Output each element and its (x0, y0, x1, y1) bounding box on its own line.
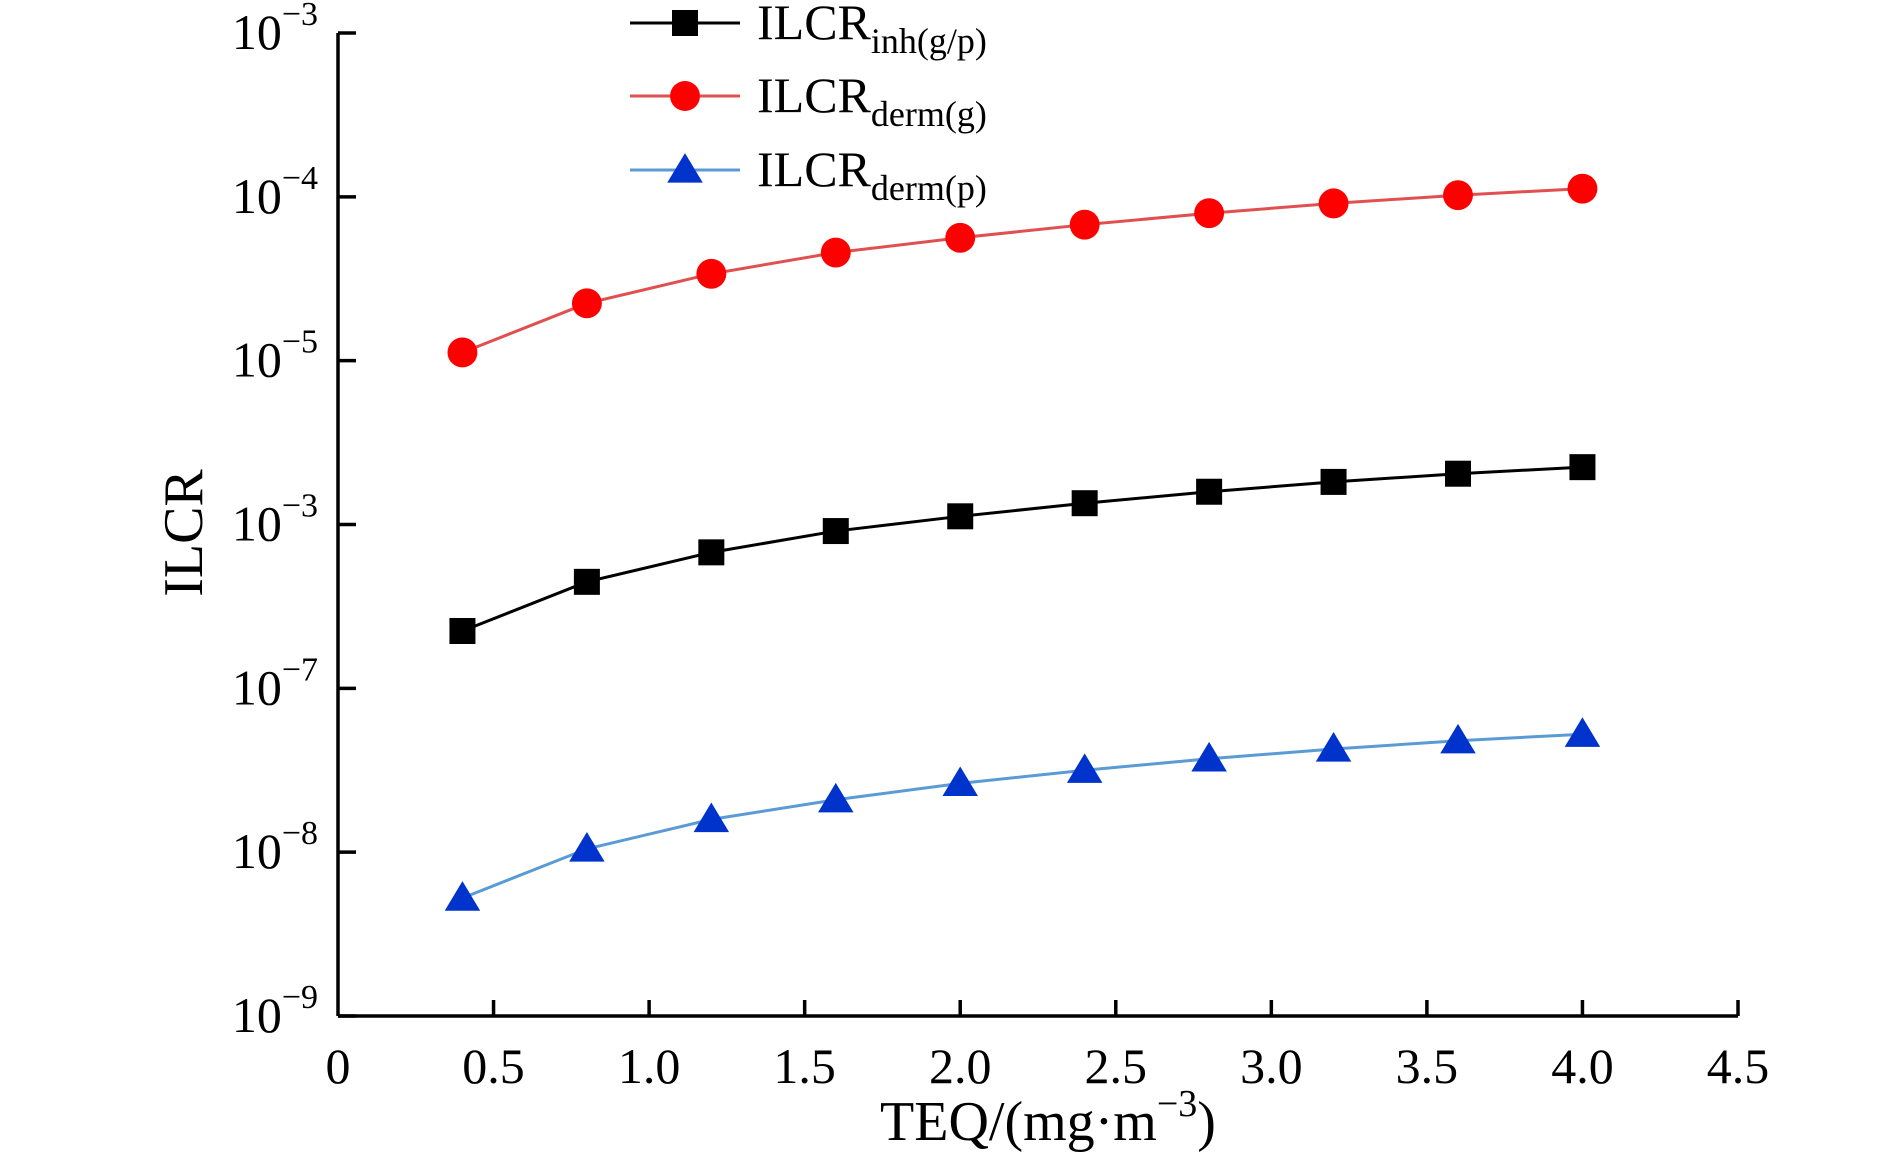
series-inh-g-p (449, 454, 1596, 644)
data-point (444, 881, 481, 911)
legend-item: ILCRderm(g) (630, 67, 987, 134)
data-point (1194, 198, 1225, 229)
data-point (1445, 460, 1471, 487)
x-tick-label: 1.5 (773, 1038, 836, 1094)
data-point (1320, 468, 1347, 495)
y-tick-label: 10−4 (232, 160, 318, 224)
data-point (569, 831, 605, 862)
series-line (461, 187, 1583, 354)
data-point (1069, 209, 1100, 240)
data-point (1066, 753, 1103, 783)
x-tick-label: 4.5 (1707, 1038, 1770, 1094)
data-point (1196, 478, 1223, 505)
axis-titles: TEQ/(mg·m−3) ILCR (153, 469, 1216, 1153)
data-point (696, 258, 727, 289)
series-derm-p (444, 717, 1601, 911)
data-point (693, 802, 730, 833)
data-point (698, 539, 725, 566)
series-layer (444, 173, 1601, 911)
x-tick-label: 0 (326, 1038, 351, 1094)
data-point (1191, 741, 1227, 772)
data-point (942, 766, 978, 797)
x-tick-label: 3.0 (1240, 1038, 1303, 1094)
y-tick-label: 10−3 (232, 0, 318, 60)
data-point (1071, 490, 1098, 517)
data-point (818, 782, 854, 813)
x-tick-label: 0.5 (462, 1038, 525, 1094)
x-tick-label: 2.5 (1085, 1038, 1148, 1094)
data-point (573, 568, 600, 595)
legend-label: ILCRderm(p) (757, 141, 987, 208)
data-point (1315, 732, 1352, 762)
series-derm-g (447, 173, 1598, 368)
x-tick-label: 2.0 (929, 1038, 992, 1094)
x-tick-label: 1.0 (618, 1038, 681, 1094)
data-point (1440, 723, 1476, 754)
legend-item: ILCRderm(p) (630, 141, 987, 208)
x-tick-label: 3.5 (1396, 1038, 1459, 1094)
legend-item: ILCRinh(g/p) (630, 0, 987, 61)
series-line (461, 465, 1583, 633)
data-point (1443, 180, 1473, 211)
data-point (1564, 717, 1601, 747)
data-point (447, 337, 478, 368)
data-point (449, 617, 476, 644)
data-point (1567, 173, 1598, 204)
legend: ILCRinh(g/p)ILCRderm(g) ILCRderm(p) (630, 0, 987, 208)
y-tick-label: 10−5 (232, 324, 318, 388)
x-tick-label: 4.0 (1551, 1038, 1614, 1094)
legend-marker (667, 153, 703, 183)
y-tick-label: 10−3 (232, 488, 318, 552)
y-tick-label: 10−9 (232, 979, 318, 1043)
legend-label: ILCRderm(g) (757, 67, 987, 134)
x-axis-title: TEQ/(mg·m−3) (880, 1083, 1216, 1153)
data-point (945, 222, 976, 253)
y-tick-label: 10−8 (232, 815, 318, 879)
legend-marker (670, 81, 700, 111)
data-point (571, 288, 602, 319)
legend-marker (672, 10, 698, 36)
data-point (1318, 188, 1349, 219)
axes: 0 0.5 1.0 1.5 2.0 2.5 3.0 3.5 4.0 4.5 10−3 10−4 10−5… (232, 0, 1769, 1094)
y-axis-title: ILCR (153, 469, 215, 597)
legend-label: ILCRinh(g/p) (757, 0, 987, 61)
data-point (1569, 454, 1596, 481)
y-tick-label: 10−7 (232, 651, 318, 715)
data-point (820, 237, 851, 268)
series-line (461, 732, 1583, 900)
data-point (822, 518, 849, 545)
data-point (947, 503, 974, 530)
